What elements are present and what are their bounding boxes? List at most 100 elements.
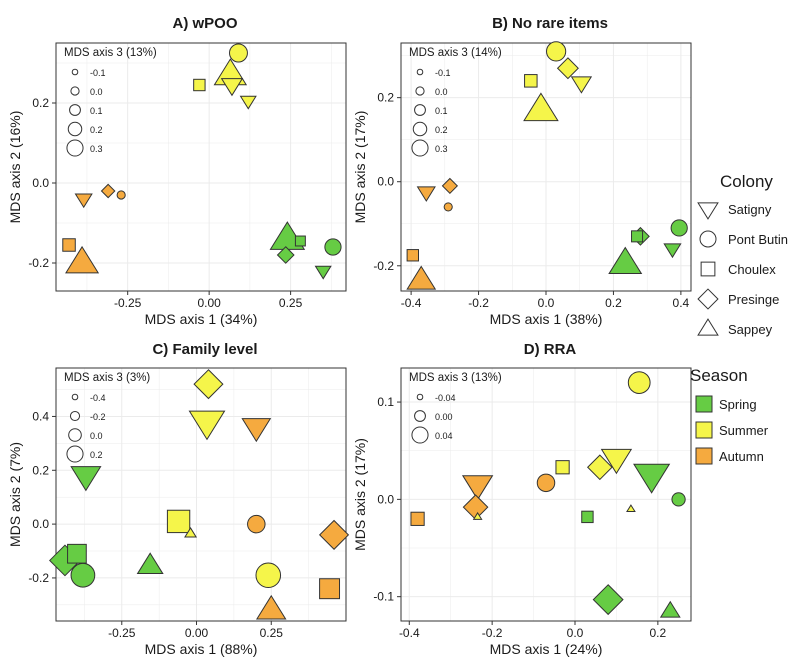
x-tick-label: 0.4 [673,296,690,310]
point-pont-butin-spring [670,219,688,237]
season-legend-title: Season [690,366,748,385]
point-satigny-summer [239,95,257,110]
size-legend-circle [71,393,79,401]
point-pont-butin-spring [70,562,96,588]
x-tick-label: -0.25 [108,626,136,640]
season-legend-label: Summer [719,423,769,438]
point-presinge-spring [592,584,624,616]
colony-legend-label: Satigny [728,202,772,217]
season-legend-swatch-summer [695,421,713,439]
point-satigny-spring [70,466,102,492]
grid [56,43,346,291]
point-pont-butin-summer [255,562,282,589]
colony-legend-key-satigny [697,202,719,220]
point-choulex-spring [294,235,306,247]
point-satigny-summer [600,448,633,475]
point-satigny-summer [570,76,593,94]
colony-legend-key-choulex [700,261,716,277]
y-tick-label: 0.0 [377,175,394,189]
size-legend: MDS axis 3 (14%) -0.1 0.0 0.1 0.2 0.3 [409,47,502,157]
point-sappey-spring [136,552,164,575]
size-legend-title: MDS axis 3 (13%) [64,47,157,59]
size-legend-label: 0.0 [90,87,103,97]
y-axis-label: MDS axis 2 (17%) [352,438,368,551]
panel-2: -0.4 -0.2 0.0 0.2 0.4 -0.2 0.0 0.2 B) No rare it… [352,15,692,327]
x-axis-label: MDS axis 1 (34%) [145,311,258,327]
point-sappey-spring [659,600,681,618]
size-legend-label: 0.00 [435,412,453,422]
y-tick-label: 0.4 [32,409,49,423]
panel-border [55,367,347,622]
size-legend: MDS axis 3 (3%) -0.4 -0.2 0.0 0.2 [64,372,150,463]
point-presinge-autumn [441,177,459,195]
point-presinge-autumn [100,183,116,199]
size-legend-label: 0.2 [90,125,103,135]
point-satigny-autumn [461,475,494,501]
size-legend-circle [67,121,83,137]
point-sappey-autumn [255,594,287,620]
point-sappey-summer [472,511,483,520]
y-tick-label: 0.0 [377,492,394,506]
y-axis-label: MDS axis 2 (7%) [7,442,23,547]
point-satigny-summer [188,410,226,441]
size-legend-label: 0.3 [435,144,448,154]
size-legend-circle [68,428,82,442]
point-pont-butin-autumn [116,190,126,200]
point-satigny-autumn [241,418,272,443]
point-pont-butin-autumn [536,473,556,493]
point-sappey-autumn [406,265,437,290]
y-tick-label: 0.2 [377,91,394,105]
point-pont-butin-summer [229,43,248,63]
points [49,369,350,620]
point-choulex-spring [631,230,644,243]
point-choulex-autumn [410,511,425,526]
point-pont-butin-summer [546,41,567,62]
size-legend-circle [69,104,81,116]
y-tick-label: -0.2 [373,259,394,273]
point-presinge-summer [193,369,224,400]
point-pont-butin-spring [324,238,342,256]
point-satigny-spring [663,243,682,259]
x-tick-label: 0.00 [185,626,209,640]
point-presinge-spring [276,246,295,264]
plot-area [401,368,691,621]
size-legend-label: 0.2 [435,125,448,135]
size-legend-circle [415,86,425,96]
x-tick-label: 0.0 [567,626,584,640]
point-sappey-spring [608,246,643,275]
size-legend-circle [69,410,81,422]
size-legend-label: -0.1 [435,68,451,78]
point-satigny-spring [314,265,332,280]
y-tick-label: 0.0 [32,517,49,531]
x-tick-label: 0.00 [197,296,221,310]
size-legend-label: 0.0 [435,87,448,97]
colony-legend-label: Choulex [728,262,776,277]
y-tick-label: 0.1 [377,395,394,409]
season-legend-label: Autumn [719,449,764,464]
size-legend: MDS axis 3 (13%) -0.1 0.0 0.1 0.2 0.3 [64,47,157,157]
season-legend-label: Spring [719,397,757,412]
panel-border [55,42,347,292]
size-legend-circle [412,121,428,137]
point-choulex-spring [67,543,87,564]
size-legend-circle [70,86,80,96]
point-sappey-summer [184,526,198,538]
panel-border [400,367,692,622]
x-tick-label: 0.2 [605,296,622,310]
point-presinge-autumn [318,519,350,550]
colony-legend-label: Presinge [728,292,779,307]
size-legend-label: 0.0 [90,431,103,441]
points [406,41,688,290]
point-choulex-autumn [62,238,76,252]
panel-title: C) Family level [152,341,257,358]
point-satigny-autumn [416,186,436,202]
colony-legend-key-sappey [697,318,719,336]
colony-legend-label: Sappey [728,322,773,337]
point-satigny-spring [633,463,671,494]
panel-title: B) No rare items [492,15,608,32]
x-axis-label: MDS axis 1 (38%) [490,311,603,327]
point-sappey-autumn [65,245,100,274]
size-legend-title: MDS axis 3 (13%) [409,372,502,384]
point-sappey-summer [626,504,636,513]
size-legend-circle [414,104,426,116]
